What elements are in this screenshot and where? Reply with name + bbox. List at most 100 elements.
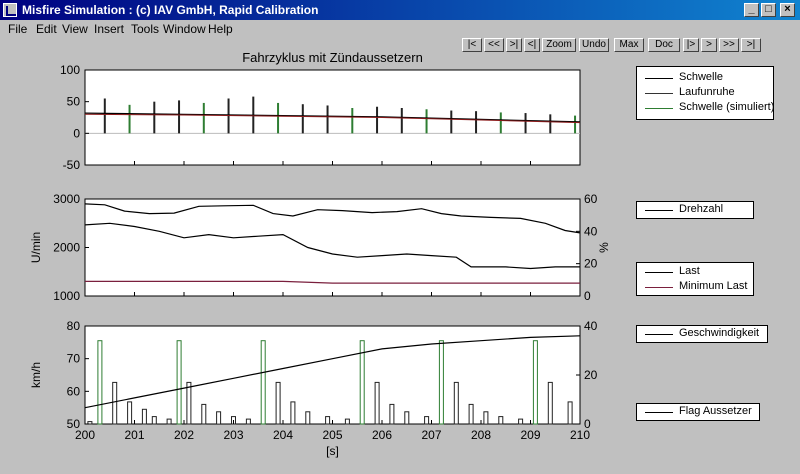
plot2-series-last [84, 222, 580, 270]
plot3-flag-bar [359, 340, 365, 425]
plot3-flag-bar [151, 416, 157, 425]
plot3-flag-bar [374, 381, 380, 425]
plot3-flag-bar [424, 416, 430, 425]
plot3-xtick-label: 204 [273, 428, 293, 442]
plot1-ytick-label: 100 [60, 63, 80, 77]
close-button[interactable]: × [780, 3, 795, 17]
plot3-flag-bar [260, 340, 266, 425]
plot3-flag-bar [112, 381, 118, 425]
plot3-flag-bar [245, 418, 251, 425]
plot3-flag-bar [186, 381, 192, 425]
plot3-flag-bar [201, 403, 207, 425]
plot3-xtick-label: 209 [520, 428, 540, 442]
plot2-ytick-label: 2000 [53, 241, 80, 255]
plot2-axes [84, 198, 581, 297]
menu-tools[interactable]: Tools [131, 22, 160, 36]
maximize-button[interactable]: □ [761, 3, 776, 17]
plot2-y2label: % [597, 242, 611, 253]
plot3-xtick-label: 203 [223, 428, 243, 442]
plot3-xlabel: [s] [326, 444, 339, 458]
plot3-flag-bar [176, 340, 182, 425]
plot3-xtick-label: 208 [471, 428, 491, 442]
plot2-y2tick-label: 60 [584, 192, 598, 206]
menu-view[interactable]: View [62, 22, 88, 36]
plot3-xtick-label: 202 [174, 428, 194, 442]
plot3-flag-bar [141, 408, 147, 425]
toolbar-fast-forward-button[interactable]: >> [719, 38, 739, 52]
plot3-flag-bar [97, 340, 103, 425]
minimize-button[interactable]: _ [744, 3, 759, 17]
menu-insert[interactable]: Insert [94, 22, 125, 36]
plot3-flag-bar [305, 411, 311, 425]
plot3-ytick-label: 80 [67, 319, 81, 333]
plot3-flag-bar [325, 416, 331, 425]
plot2-ytick-label: 3000 [53, 192, 80, 206]
menu-edit[interactable]: Edit [36, 22, 57, 36]
plot3-xtick-label: 206 [372, 428, 392, 442]
plot2-ylabel: U/min [29, 232, 43, 263]
title-bar[interactable]: Misfire Simulation : (c) IAV GmbH, Rapid… [0, 0, 800, 20]
plot1-ytick-label: 0 [73, 126, 80, 140]
plot3-ytick-label: 70 [67, 352, 81, 366]
menu-file[interactable]: File [8, 22, 28, 36]
plot3-ylabel: km/h [29, 362, 43, 388]
plot3-xtick-label: 207 [421, 428, 441, 442]
plot1-title: Fahrzyklus mit Zündaussetzern [242, 50, 423, 65]
plot3-flag-bar [498, 416, 504, 425]
plot1-ytick-label: 50 [67, 95, 81, 109]
plot3-flag-bar [532, 340, 538, 425]
plot3-flag-bar [547, 381, 553, 425]
toolbar-max-button[interactable]: Max [614, 38, 644, 52]
plot3-ytick-label: 60 [67, 384, 81, 398]
toolbar-undo-button[interactable]: Undo [579, 38, 609, 52]
toolbar-back-button[interactable]: <| [524, 38, 540, 52]
plot3-flag-bar [453, 381, 459, 425]
plot3-xtick-label: 210 [570, 428, 590, 442]
plot1-ytick-label: -50 [63, 158, 81, 172]
plot1-axes [84, 69, 581, 166]
plot3-flag-bar [483, 411, 489, 425]
plot3-y2tick-label: 40 [584, 319, 598, 333]
plot1-series-schwelle [84, 112, 581, 123]
toolbar-forward-button[interactable]: |> [683, 38, 699, 52]
plot3-flag-bar [389, 403, 395, 425]
plot3-flag-bar [344, 418, 350, 425]
legend-plot2-top: Drehzahl [636, 201, 754, 219]
plot2-y2tick-label: 40 [584, 224, 598, 238]
toolbar-zoom-button[interactable]: Zoom [542, 38, 576, 52]
plot2-ytick-label: 1000 [53, 289, 80, 303]
matlab-figure-icon [3, 3, 17, 17]
plot3-xtick-label: 201 [124, 428, 144, 442]
menu-bar: File Edit View Insert Tools Window Help [0, 20, 800, 38]
toolbar-step-back-button[interactable]: >| [506, 38, 522, 52]
toolbar-first-button[interactable]: |< [462, 38, 482, 52]
plot3-xtick-label: 200 [75, 428, 95, 442]
plot3-flag-bar [166, 418, 172, 425]
plot3-flag-bar [518, 418, 524, 425]
plot2-series-minimum-last [85, 280, 580, 284]
toolbar-rewind-button[interactable]: << [484, 38, 504, 52]
toolbar-step-forward-button[interactable]: > [701, 38, 717, 52]
plot3-flag-bar [468, 403, 474, 425]
legend-plot1: Schwelle Laufunruhe Schwelle (simuliert) [636, 66, 774, 120]
legend-plot3-top: Geschwindigkeit [636, 325, 768, 343]
plot3-xtick-label: 205 [322, 428, 342, 442]
plot2-y2tick-label: 20 [584, 257, 598, 271]
plot3-flag-bar [438, 340, 444, 425]
menu-window[interactable]: Window [163, 22, 206, 36]
legend-plot3-bottom: Flag Aussetzer [636, 403, 760, 421]
plot3-flag-bar [127, 401, 133, 425]
plot2-series-drehzahl [84, 203, 581, 234]
plot3-flag-bar [290, 401, 296, 425]
plot3-flag-bar [87, 421, 93, 425]
toolbar-doc-button[interactable]: Doc [648, 38, 680, 52]
legend-plot2-bottom: Last Minimum Last [636, 262, 754, 296]
window-title: Misfire Simulation : (c) IAV GmbH, Rapid… [22, 3, 319, 17]
menu-help[interactable]: Help [208, 22, 233, 36]
plot3-flag-bar [275, 381, 281, 425]
plot3-ytick-label: 50 [67, 417, 81, 431]
toolbar-last-button[interactable]: >| [741, 38, 761, 52]
plot3-flag-bar [404, 411, 410, 425]
